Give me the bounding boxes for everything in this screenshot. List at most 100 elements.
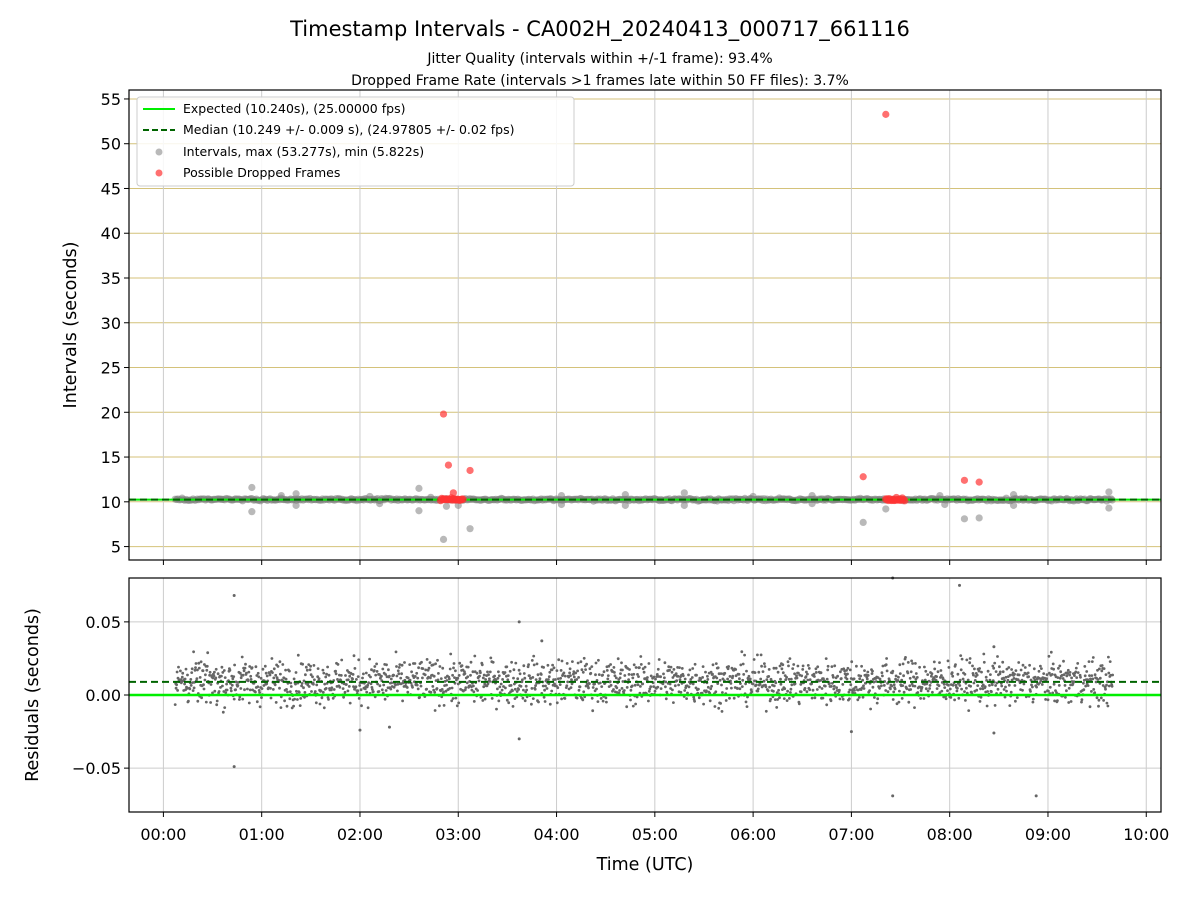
residual-point [969,684,972,688]
residual-point [868,689,871,692]
residual-point [673,684,677,688]
residual-point [632,672,636,676]
y-tick-label: 0.05 [85,613,121,632]
residual-point [973,679,977,682]
residual-point [486,682,490,686]
residual-point [410,670,413,674]
residual-point [1053,699,1056,703]
residual-point [876,697,880,701]
residual-point [765,678,769,681]
residual-point [1030,683,1033,687]
residual-point [628,668,631,671]
residual-point [1105,683,1108,687]
residual-point [984,675,988,679]
residual-point [505,665,509,669]
residual-point [744,700,748,704]
residual-point [1088,674,1091,677]
residual-point [1082,688,1086,692]
residual-point [1074,670,1078,674]
residual-point [732,696,736,700]
residual-point [705,689,708,693]
residual-point [919,689,923,693]
residual-point [954,663,957,666]
residual-point [473,654,477,658]
residual-point [687,685,691,689]
residual-point [668,682,672,686]
dropped-frame-point [882,110,890,118]
residual-point [631,704,635,708]
residual-point [192,686,196,690]
residual-point [859,674,863,678]
residual-point [279,672,282,676]
residual-point [1021,663,1025,667]
residual-point [1101,684,1105,687]
residual-point [1100,669,1104,673]
residual-point [472,700,476,703]
residual-point [1064,695,1067,699]
residual-point [675,679,679,683]
residual-point [951,683,955,687]
residual-point [544,684,547,688]
residual-point [962,680,966,683]
residual-point [512,668,516,672]
residual-point [190,671,194,674]
residual-point [431,663,435,667]
residual-point [944,697,948,701]
x-tick-label: 02:00 [337,825,383,844]
residual-point [972,673,975,677]
residual-point [871,669,874,673]
residual-point [721,691,724,694]
residual-point [890,684,894,688]
residual-point [1051,691,1055,695]
residual-point [521,678,524,682]
residual-point [556,686,560,690]
residual-point [849,730,853,734]
residual-point [508,669,512,673]
residual-point [216,672,220,676]
residual-point [980,670,983,674]
residual-point [183,682,187,686]
residual-point [1061,677,1065,680]
dropped-frame-point [900,496,909,505]
residual-point [898,672,902,675]
residual-point [454,696,458,700]
residual-point [398,663,402,666]
residual-point [800,674,804,678]
residual-point [284,677,288,681]
residual-point [238,671,242,675]
residual-point [288,690,292,694]
residual-point [247,670,251,674]
residual-point [382,683,386,687]
residual-point [327,698,330,701]
residual-point [746,695,749,699]
residual-point [334,669,337,673]
residual-point [484,678,487,681]
residual-point [693,699,696,703]
residual-point [1040,683,1044,686]
residual-point [433,690,437,694]
residual-point [224,691,228,694]
residual-point [756,687,760,691]
residual-point [639,685,642,688]
residual-point [491,660,495,664]
residual-point [316,667,320,670]
residual-point [241,673,245,677]
residual-point [745,705,749,708]
interval-point [248,483,256,492]
y-tick-label: 5 [111,538,121,557]
residual-point [521,696,525,700]
residual-point [1059,670,1063,674]
residual-point [769,697,772,701]
residual-point [599,697,603,700]
residual-point [424,668,428,672]
residual-point [1066,672,1070,675]
residual-point [1051,662,1055,666]
residual-point [362,672,365,676]
residual-point [681,674,685,678]
residual-point [793,672,796,676]
residual-point [1092,688,1096,691]
dropped-frame-point [449,489,457,497]
residual-point [1085,670,1089,673]
residual-point [572,675,576,679]
residual-point [1090,660,1094,663]
